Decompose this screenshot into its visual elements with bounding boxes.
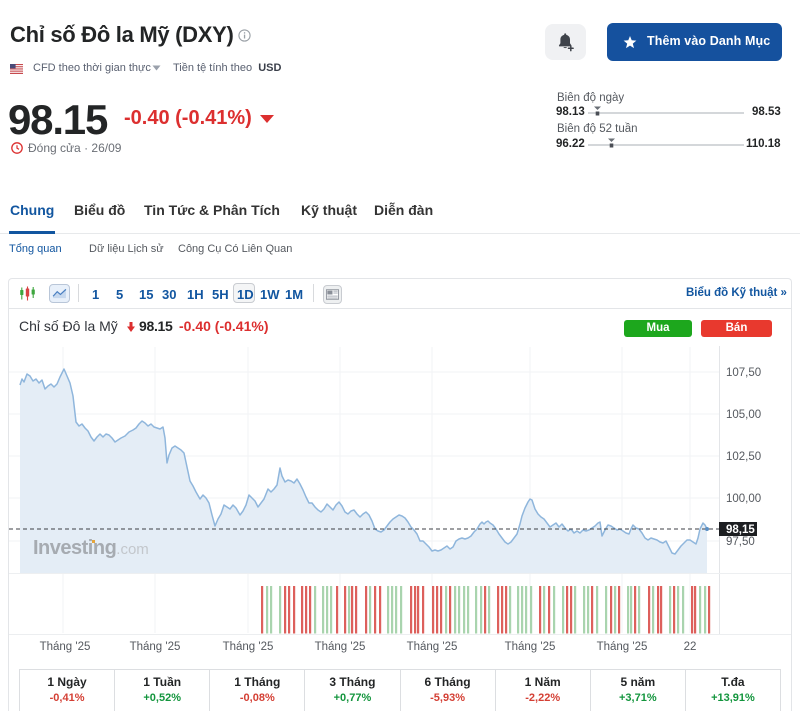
svg-text:Tháng '25: Tháng '25 — [40, 641, 91, 653]
svg-text:Tháng '25: Tháng '25 — [315, 641, 366, 653]
svg-text:100,00: 100,00 — [726, 493, 761, 505]
svg-text:22: 22 — [684, 641, 697, 653]
svg-text:97,50: 97,50 — [726, 536, 755, 548]
svg-text:107,50: 107,50 — [726, 367, 761, 379]
svg-text:105,00: 105,00 — [726, 409, 761, 421]
svg-text:Tháng '25: Tháng '25 — [597, 641, 648, 653]
svg-text:Tháng '25: Tháng '25 — [407, 641, 458, 653]
svg-text:98,15: 98,15 — [726, 524, 755, 536]
svg-text:Tháng '25: Tháng '25 — [130, 641, 181, 653]
svg-text:Tháng '25: Tháng '25 — [505, 641, 556, 653]
svg-text:102,50: 102,50 — [726, 451, 761, 463]
svg-text:Tháng '25: Tháng '25 — [223, 641, 274, 653]
